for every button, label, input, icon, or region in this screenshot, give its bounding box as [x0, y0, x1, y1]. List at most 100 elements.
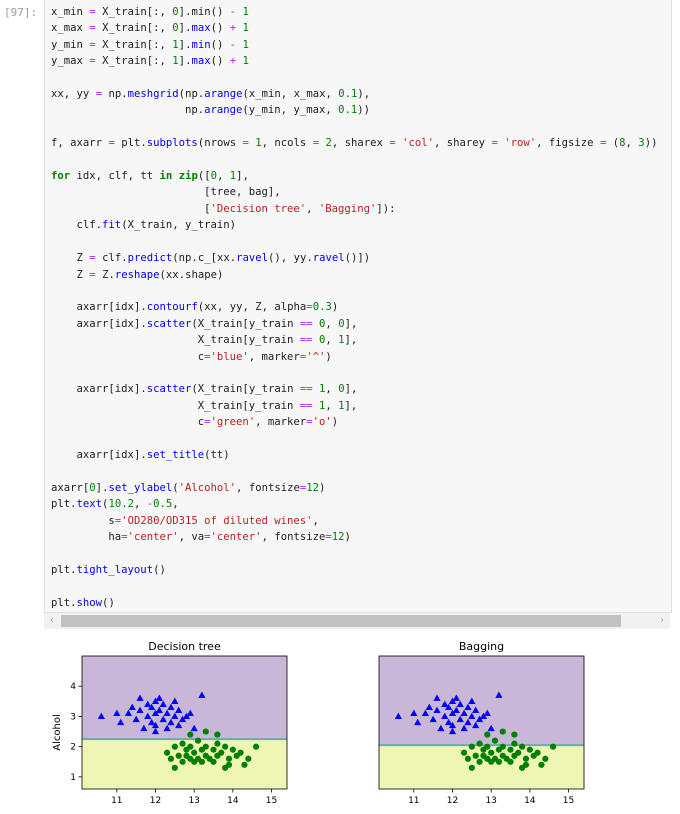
class1-circle-point	[163, 749, 171, 756]
class0-triangle-point	[495, 691, 503, 698]
class1-circle-point	[484, 731, 491, 738]
code-line: axarr[idx].contourf(xx, yy, Z, alpha=0.3…	[76, 301, 339, 314]
code-line: plt.show()	[51, 596, 115, 609]
cell-prompt: [97]:	[4, 6, 38, 19]
class1-circle-point	[549, 743, 557, 750]
x-tick-label: 14	[227, 796, 239, 806]
class1-circle-point	[507, 758, 514, 765]
class0-triangle-point	[429, 715, 437, 723]
class0-triangle-point	[155, 706, 163, 714]
code-line: axarr[0].set_ylabel('Alcohol', fontsize=…	[51, 481, 326, 494]
class1-circle-point	[522, 755, 530, 762]
class0-triangle-point	[448, 727, 457, 735]
code-line: xx, yy = np.meshgrid(np.arange(x_min, x_…	[51, 88, 371, 101]
code-line: X_train[y_train == 0, 1],	[197, 334, 358, 347]
class0-triangle-point	[163, 709, 171, 717]
class0-triangle-point	[464, 703, 472, 710]
class0-triangle-point	[151, 697, 160, 704]
class0-triangle-point	[445, 718, 453, 726]
class1-circle-point	[538, 761, 545, 768]
class1-circle-point	[488, 749, 495, 756]
code-line: axarr[idx].set_title(tt)	[76, 448, 230, 461]
class0-triangle-point	[175, 721, 183, 729]
class1-circle-point	[476, 758, 483, 765]
class0-triangle-point	[128, 703, 136, 710]
class0-triangle-point	[151, 721, 160, 729]
class1-circle-point	[507, 746, 514, 753]
class0-triangle-point	[483, 709, 491, 717]
code-cell[interactable]: x_min = X_train[:, 0].min() - 1 x_max = …	[44, 0, 672, 613]
axes-frame	[378, 655, 585, 790]
class0-triangle-point	[97, 712, 105, 720]
class1-circle-point	[460, 749, 468, 756]
class1-circle-point	[476, 740, 483, 747]
class0-triangle-point	[472, 706, 480, 714]
code-line: X_train[y_train == 1, 1],	[197, 399, 358, 412]
horizontal-scrollbar[interactable]: ‹ ›	[44, 613, 670, 629]
class0-triangle-point	[433, 706, 441, 714]
class0-triangle-point	[171, 712, 179, 720]
class0-triangle-point	[487, 724, 495, 732]
class1-circle-point	[237, 749, 244, 756]
class1-circle-point	[511, 731, 518, 738]
class0-triangle-point	[175, 706, 183, 714]
chart-title: Bagging	[459, 640, 504, 653]
class0-triangle-point	[464, 718, 472, 726]
class0-triangle-point	[452, 694, 460, 701]
class0-triangle-point	[394, 712, 402, 720]
class1-circle-point	[515, 749, 522, 756]
class0-triangle-point	[178, 715, 187, 723]
class1-circle-point	[210, 746, 217, 753]
x-tick-label: 13	[188, 796, 199, 806]
code-line: plt.tight_layout()	[51, 563, 166, 576]
x-tick-label: 15	[563, 796, 574, 806]
class0-triangle-point	[468, 712, 476, 720]
code-line: clf.fit(X_train, y_train)	[76, 219, 237, 232]
x-tick-label: 11	[111, 796, 122, 806]
class1-circle-point	[229, 746, 236, 753]
class0-triangle-point	[460, 709, 468, 717]
x-tick-label: 11	[408, 796, 419, 806]
class1-circle-point	[218, 749, 225, 756]
y-tick-label: 2	[70, 743, 76, 753]
y-tick-label: 4	[70, 682, 76, 692]
x-tick-label: 12	[150, 796, 161, 806]
class0-triangle-point	[198, 691, 206, 698]
code-line: Z = clf.predict(np.c_[xx.ravel(), yy.rav…	[76, 252, 371, 265]
class1-circle-point	[542, 755, 549, 762]
code-line: axarr[idx].scatter(X_train[y_train == 0,…	[76, 317, 358, 330]
class0-triangle-point	[456, 715, 464, 723]
class1-circle-point	[202, 728, 209, 735]
class1-circle-point	[187, 731, 194, 738]
class0-triangle-point	[437, 724, 445, 732]
scroll-left-arrow-icon[interactable]: ‹	[50, 615, 54, 626]
class1-circle-point	[210, 758, 217, 765]
class0-triangle-point	[433, 694, 441, 701]
class1-circle-point	[191, 749, 198, 756]
class0-triangle-point	[425, 703, 433, 710]
code-line: x_max = X_train[:, 0].max() + 1	[51, 22, 249, 35]
decision-region-1	[379, 745, 584, 789]
class0-triangle-point	[410, 709, 418, 717]
class1-circle-point	[511, 740, 518, 747]
class1-circle-point	[245, 755, 252, 762]
class1-circle-point	[491, 737, 499, 744]
code-line: y_min = X_train[:, 1].min() - 1	[51, 38, 249, 51]
class1-circle-point	[222, 743, 229, 750]
code-editor[interactable]: x_min = X_train[:, 0].min() - 1 x_max = …	[51, 4, 657, 611]
scroll-thumb[interactable]	[61, 615, 621, 627]
class0-triangle-point	[414, 718, 422, 726]
class0-triangle-point	[132, 715, 140, 723]
code-line: axarr[idx].scatter(X_train[y_train == 1,…	[76, 383, 358, 396]
class0-triangle-point	[159, 700, 167, 707]
class0-triangle-point	[140, 724, 148, 732]
code-line: for idx, clf, tt in zip([0, 1],	[51, 170, 249, 183]
x-tick-label: 14	[524, 796, 536, 806]
scroll-right-arrow-icon[interactable]: ›	[660, 615, 664, 626]
class0-triangle-point	[148, 718, 156, 726]
decision-region-0	[379, 656, 584, 746]
y-axis-label: Alcohol	[52, 714, 63, 750]
decision-region-0	[82, 656, 287, 740]
class0-triangle-point	[136, 694, 144, 701]
class0-triangle-point	[151, 709, 160, 717]
